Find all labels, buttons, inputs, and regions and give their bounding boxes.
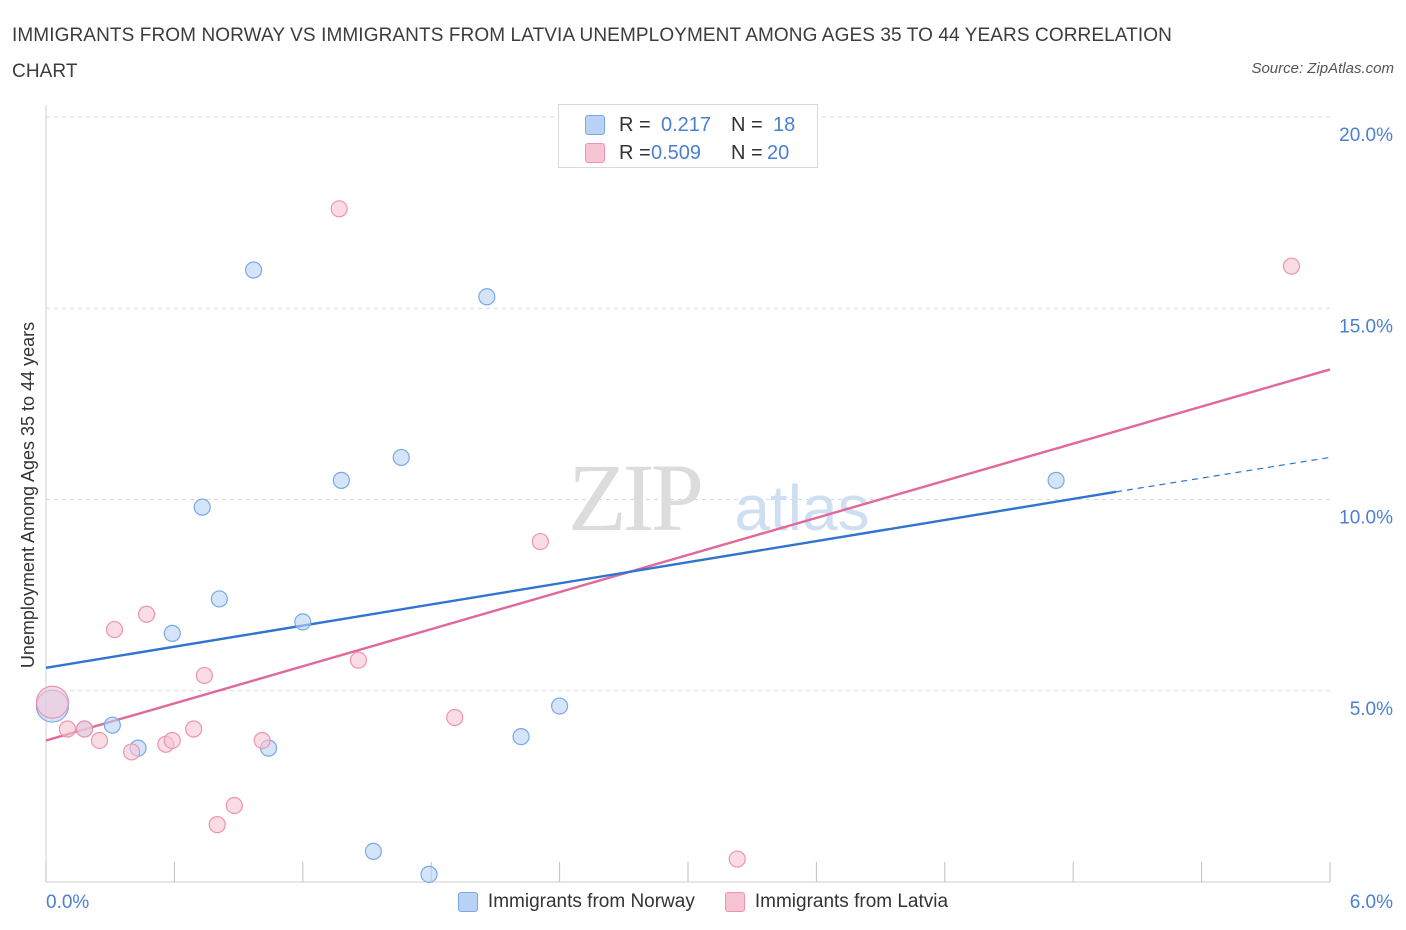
norway-point — [392, 448, 410, 467]
latvia-point — [163, 731, 181, 750]
norway-point — [512, 728, 530, 746]
latvia-point — [1282, 257, 1301, 275]
y-tick-label: 15.0% — [1339, 316, 1393, 337]
latvia-point — [330, 200, 348, 218]
latvia-point — [137, 605, 156, 623]
latvia-n-value: 20 — [767, 141, 790, 164]
series-legend: Immigrants from Norway Immigrants from L… — [0, 886, 1406, 918]
watermark: ZIP atlas — [568, 444, 870, 551]
latvia-point — [253, 731, 271, 750]
latvia-point — [58, 720, 77, 738]
norway-point — [1047, 471, 1065, 489]
x-tick-label-min: 0.0% — [46, 892, 89, 913]
y-tick-label: 10.0% — [1339, 508, 1393, 529]
source-label: Source: ZipAtlas.com — [1251, 60, 1394, 77]
norway-point — [103, 716, 121, 734]
data-points — [35, 200, 1301, 883]
latvia-n-label: N = — [731, 141, 763, 164]
latvia-point — [123, 743, 141, 761]
latvia-point — [35, 685, 70, 719]
latvia-trend-line — [45, 368, 1331, 742]
norway-n-value: 18 — [773, 113, 796, 136]
trend-lines — [45, 368, 1331, 742]
tick-labels: 5.0% 10.0% 15.0% 20.0% 0.0% 6.0% — [46, 125, 1393, 913]
norway-point — [294, 613, 312, 631]
watermark-zip: ZIP — [568, 444, 701, 551]
latvia-point — [531, 532, 549, 551]
norway-point — [550, 697, 569, 715]
legend-norway-swatch — [457, 892, 478, 912]
norway-point — [193, 498, 211, 516]
norway-point — [244, 261, 263, 279]
norway-trend-line — [45, 490, 1117, 669]
latvia-point — [446, 708, 464, 727]
norway-n-label: N = — [731, 113, 763, 136]
latvia-r-label: R = — [619, 141, 651, 164]
legend-latvia-swatch — [724, 892, 745, 912]
legend-item-latvia: Immigrants from Latvia — [724, 891, 949, 913]
legend-latvia-label: Immigrants from Latvia — [754, 891, 949, 912]
y-tick-label: 20.0% — [1339, 125, 1393, 146]
latvia-r-value: 0.509 — [651, 141, 702, 164]
stats-legend: R = 0.217 N = 18 R = 0.509 N = 20 — [558, 104, 818, 168]
latvia-point — [75, 720, 94, 738]
norway-swatch — [585, 115, 605, 135]
norway-point — [420, 865, 438, 883]
latvia-point — [90, 731, 109, 750]
x-tick-label-max: 6.0% — [1350, 892, 1393, 913]
norway-point — [163, 624, 181, 642]
axes — [45, 105, 1331, 883]
norway-point — [364, 842, 383, 861]
chart-title: IMMIGRANTS FROM NORWAY VS IMMIGRANTS FRO… — [12, 25, 1172, 82]
legend-norway-label: Immigrants from Norway — [487, 891, 695, 912]
latvia-point — [349, 651, 368, 669]
latvia-point — [185, 720, 203, 738]
y-tick-label: 5.0% — [1350, 699, 1393, 720]
norway-trend-extension — [1115, 456, 1331, 493]
norway-r-value: 0.217 — [661, 113, 712, 136]
norway-point — [332, 471, 350, 489]
latvia-point — [728, 850, 746, 868]
y-axis-label: Unemployment Among Ages 35 to 44 years — [18, 322, 38, 668]
latvia-point — [225, 796, 243, 815]
legend-item-norway: Immigrants from Norway — [457, 891, 695, 913]
norway-point — [210, 590, 228, 608]
latvia-point — [195, 666, 213, 685]
grid-lines — [46, 116, 1330, 692]
latvia-swatch — [585, 143, 605, 163]
norway-r-label: R = — [619, 113, 651, 136]
latvia-point — [105, 620, 124, 639]
norway-point — [478, 288, 496, 306]
latvia-point — [208, 816, 226, 834]
